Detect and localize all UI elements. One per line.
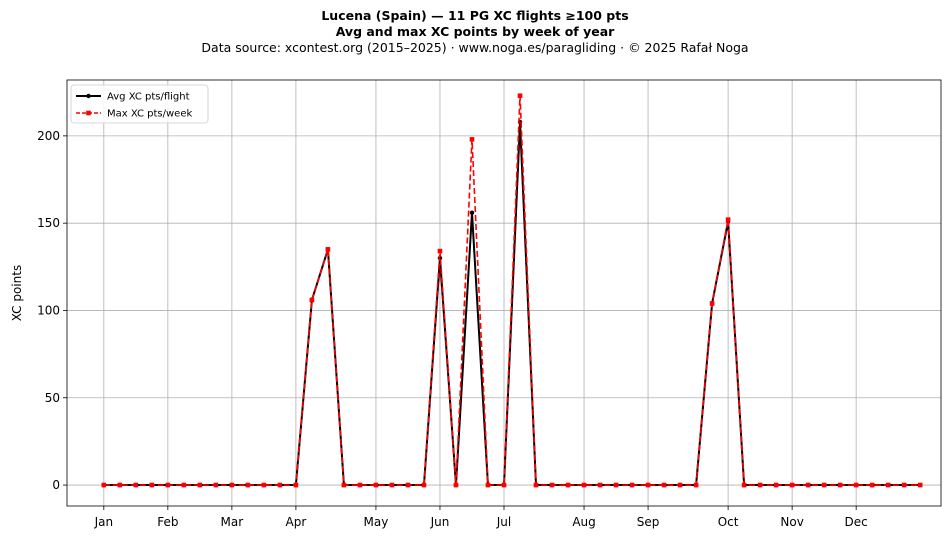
- x-tick-label: Aug: [572, 515, 595, 529]
- y-tick-label: 100: [37, 303, 60, 317]
- data-point: [901, 482, 907, 488]
- legend-marker: [86, 93, 91, 99]
- y-tick-label: 200: [37, 129, 60, 143]
- data-point: [677, 482, 683, 488]
- data-point: [789, 482, 795, 488]
- data-point: [821, 482, 827, 488]
- x-tick-label: Oct: [718, 515, 739, 529]
- x-tick-label: Dec: [845, 515, 868, 529]
- data-point: [581, 482, 587, 488]
- legend-label: Max XC pts/week: [107, 109, 192, 120]
- y-tick-label: 0: [52, 478, 60, 492]
- data-point: [133, 482, 139, 488]
- x-tick-label: Mar: [221, 515, 244, 529]
- data-point: [389, 482, 395, 488]
- data-point: [165, 482, 171, 488]
- data-point: [405, 482, 411, 488]
- data-point: [213, 482, 219, 488]
- data-point: [117, 482, 123, 488]
- data-point: [693, 482, 699, 488]
- grid-layer: [67, 80, 941, 506]
- chart-titles: Lucena (Spain) — 11 PG XC flights ≥100 p…: [0, 8, 950, 56]
- data-point: [469, 210, 475, 215]
- data-point: [709, 301, 715, 306]
- data-point: [757, 482, 763, 488]
- data-point: [565, 482, 571, 488]
- x-tick-label: May: [364, 515, 389, 529]
- data-point: [597, 482, 603, 488]
- data-point: [309, 297, 315, 303]
- data-point: [613, 482, 619, 488]
- data-point: [261, 482, 267, 488]
- chart-title: Lucena (Spain) — 11 PG XC flights ≥100 p…: [321, 8, 629, 23]
- x-tick-label: Jan: [94, 515, 114, 529]
- data-point: [917, 482, 923, 488]
- y-tick-label: 150: [37, 216, 60, 230]
- legend-box: [70, 84, 209, 124]
- data-point: [885, 482, 891, 488]
- data-point: [645, 482, 651, 488]
- data-point: [293, 482, 299, 488]
- data-point: [741, 482, 747, 488]
- data-point: [501, 482, 507, 488]
- y-tick-label: 50: [45, 391, 60, 405]
- data-point: [869, 482, 875, 488]
- data-point: [469, 137, 475, 142]
- data-point: [629, 482, 635, 488]
- legend-label: Avg XC pts/flight: [107, 92, 190, 103]
- data-point: [805, 482, 811, 488]
- data-point: [533, 482, 539, 488]
- data-point: [837, 482, 843, 488]
- legend-marker: [86, 110, 91, 116]
- data-source-note: Data source: xcontest.org (2015–2025) · …: [201, 40, 749, 55]
- data-point: [181, 482, 187, 488]
- data-point: [373, 482, 379, 488]
- data-point: [453, 482, 459, 488]
- x-tick-label: Jul: [496, 515, 511, 529]
- x-tick-label: Apr: [286, 515, 307, 529]
- data-point: [421, 482, 427, 488]
- data-point: [229, 482, 235, 488]
- data-point: [773, 482, 779, 488]
- series-line: [103, 94, 921, 486]
- data-point: [725, 217, 731, 222]
- data-point: [853, 482, 859, 488]
- data-point: [325, 247, 331, 252]
- axes-layer: Jan Feb Mar Apr May Jun Jul Aug Sep Oct Nov Dec 0 50 1…: [37, 79, 942, 529]
- data-point: [341, 482, 347, 488]
- data-point: [485, 482, 491, 488]
- data-point: [517, 93, 523, 99]
- data-point: [245, 482, 251, 488]
- x-tick-label: Nov: [780, 515, 803, 529]
- x-tick-label: Jun: [430, 515, 450, 529]
- data-point: [357, 482, 363, 488]
- x-tick-label: Feb: [157, 515, 178, 529]
- data-point: [149, 482, 155, 488]
- data-point: [197, 482, 203, 488]
- series-layer: [101, 93, 923, 488]
- y-axis-label: XC points: [10, 265, 24, 321]
- legend: Avg XC pts/flight Max XC pts/week: [70, 84, 209, 124]
- x-tick-label: Sep: [637, 515, 660, 529]
- data-point: [277, 482, 283, 488]
- data-point: [549, 482, 555, 488]
- data-point: [101, 482, 107, 488]
- chart-subtitle: Avg and max XC points by week of year: [335, 24, 615, 39]
- data-point: [437, 248, 443, 254]
- data-point: [661, 482, 667, 488]
